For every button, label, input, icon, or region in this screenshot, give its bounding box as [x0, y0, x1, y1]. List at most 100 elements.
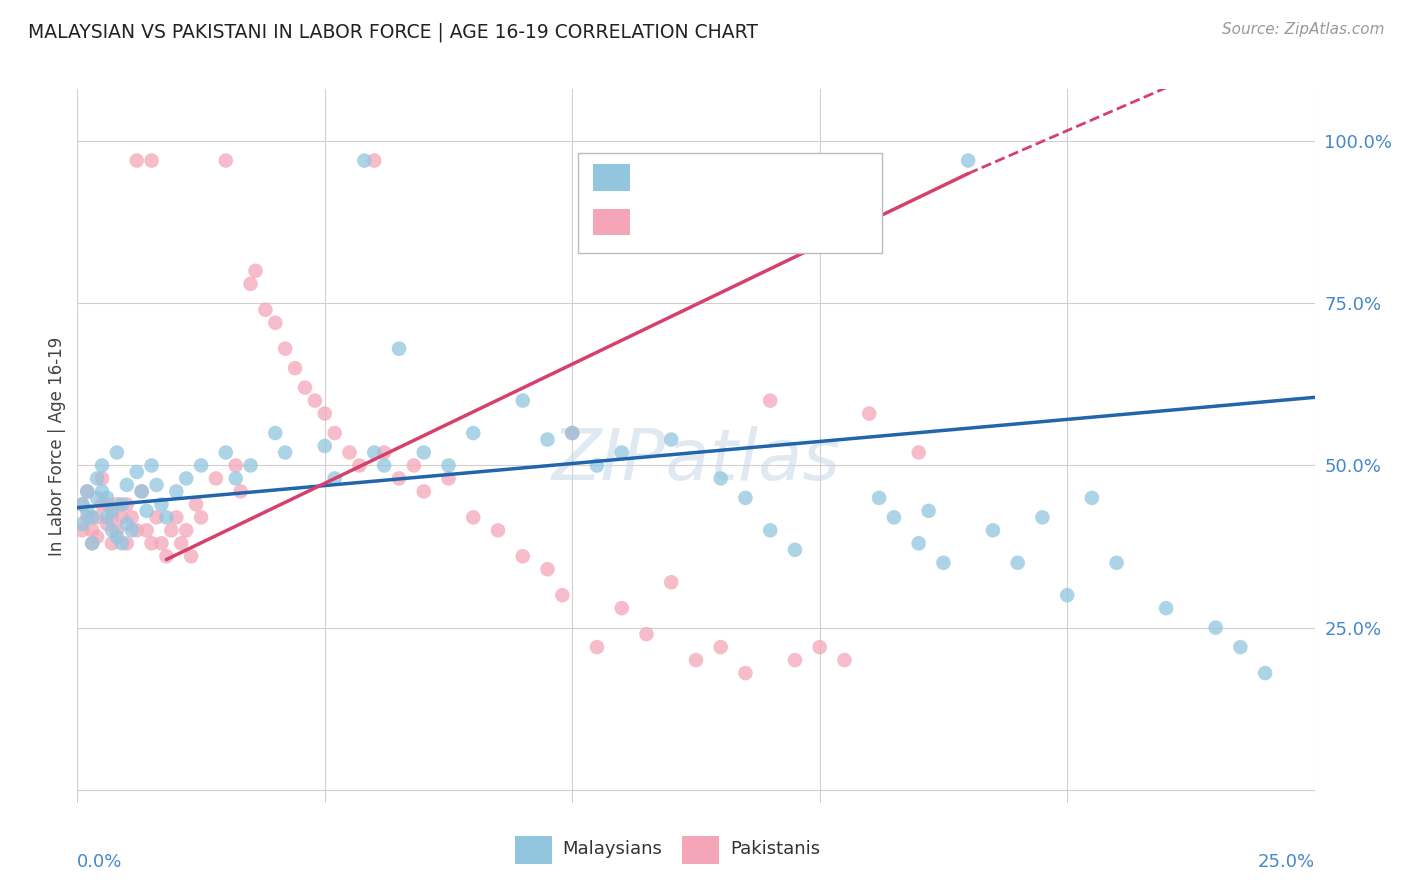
Point	[76, 484, 98, 499]
Point	[91, 484, 114, 499]
Point	[76, 484, 98, 499]
FancyBboxPatch shape	[593, 163, 630, 191]
Point	[294, 381, 316, 395]
Point	[586, 640, 609, 654]
Text: ZIPatlas: ZIPatlas	[551, 425, 841, 495]
Point	[759, 393, 782, 408]
Point	[105, 530, 128, 544]
Point	[907, 536, 929, 550]
Point	[76, 510, 98, 524]
Point	[239, 277, 262, 291]
Point	[96, 516, 118, 531]
Point	[105, 497, 128, 511]
Point	[274, 445, 297, 459]
Point	[111, 510, 134, 524]
Point	[121, 510, 143, 524]
FancyBboxPatch shape	[516, 836, 553, 864]
Point	[264, 425, 287, 440]
Point	[239, 458, 262, 473]
Point	[1056, 588, 1078, 602]
Point	[115, 516, 138, 531]
Point	[917, 504, 939, 518]
Point	[883, 510, 905, 524]
Point	[125, 524, 148, 538]
Point	[125, 153, 148, 168]
Point	[264, 316, 287, 330]
Point	[463, 425, 485, 440]
Point	[536, 562, 558, 576]
Point	[339, 445, 361, 459]
Point	[125, 465, 148, 479]
Point	[304, 393, 326, 408]
Point	[180, 549, 202, 564]
Point	[155, 510, 177, 524]
Point	[145, 510, 167, 524]
Point	[561, 425, 583, 440]
Point	[858, 407, 880, 421]
Point	[610, 601, 633, 615]
Point	[957, 153, 980, 168]
Point	[907, 445, 929, 459]
Point	[82, 510, 104, 524]
FancyBboxPatch shape	[578, 153, 882, 253]
Point	[174, 471, 197, 485]
FancyBboxPatch shape	[682, 836, 720, 864]
Point	[323, 471, 346, 485]
Point	[412, 445, 434, 459]
Point	[86, 491, 108, 505]
Point	[373, 445, 395, 459]
Point	[135, 524, 157, 538]
Point	[1105, 556, 1128, 570]
Point	[96, 491, 118, 505]
Point	[353, 153, 375, 168]
Point	[91, 497, 114, 511]
Point	[96, 497, 118, 511]
Point	[115, 536, 138, 550]
Point	[72, 497, 94, 511]
Point	[1205, 621, 1227, 635]
Point	[121, 524, 143, 538]
Point	[131, 484, 153, 499]
Text: R = 0.423: R = 0.423	[643, 217, 734, 235]
Point	[72, 516, 94, 531]
Point	[229, 484, 252, 499]
Point	[783, 542, 806, 557]
Point	[734, 666, 756, 681]
Text: Source: ZipAtlas.com: Source: ZipAtlas.com	[1222, 22, 1385, 37]
Point	[141, 153, 163, 168]
Point	[486, 524, 509, 538]
Point	[610, 445, 633, 459]
Point	[388, 471, 411, 485]
Point	[1154, 601, 1177, 615]
Text: R = 0.154   N = 75: R = 0.154 N = 75	[643, 171, 814, 189]
Point	[636, 627, 658, 641]
Point	[86, 530, 108, 544]
Point	[808, 640, 831, 654]
Point	[402, 458, 425, 473]
Point	[101, 536, 124, 550]
Point	[1081, 491, 1104, 505]
Point	[437, 458, 460, 473]
Point	[512, 393, 534, 408]
Point	[82, 536, 104, 550]
Point	[1229, 640, 1251, 654]
Point	[349, 458, 371, 473]
Text: N = 82: N = 82	[762, 217, 830, 235]
Point	[373, 458, 395, 473]
Point	[145, 478, 167, 492]
Point	[205, 471, 228, 485]
Point	[245, 264, 267, 278]
Point	[115, 497, 138, 511]
Point	[323, 425, 346, 440]
Point	[111, 497, 134, 511]
Point	[981, 524, 1004, 538]
Point	[254, 302, 277, 317]
Point	[105, 524, 128, 538]
Point	[659, 575, 682, 590]
Point	[165, 484, 187, 499]
Point	[86, 471, 108, 485]
Point	[274, 342, 297, 356]
Point	[314, 439, 336, 453]
Point	[834, 653, 856, 667]
Point	[170, 536, 193, 550]
